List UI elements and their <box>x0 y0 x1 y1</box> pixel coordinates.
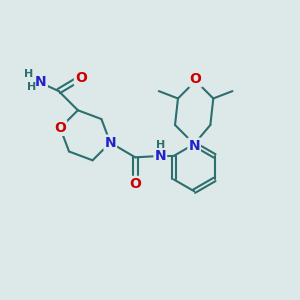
Text: O: O <box>190 72 202 86</box>
Text: H: H <box>156 140 165 150</box>
Text: H: H <box>27 82 36 92</box>
Text: N: N <box>35 75 47 89</box>
Text: H: H <box>24 69 33 79</box>
Text: O: O <box>129 177 141 191</box>
Text: N: N <box>104 136 116 150</box>
Text: N: N <box>154 149 166 163</box>
Text: O: O <box>75 71 87 85</box>
Text: O: O <box>54 121 66 135</box>
Text: N: N <box>188 139 200 153</box>
